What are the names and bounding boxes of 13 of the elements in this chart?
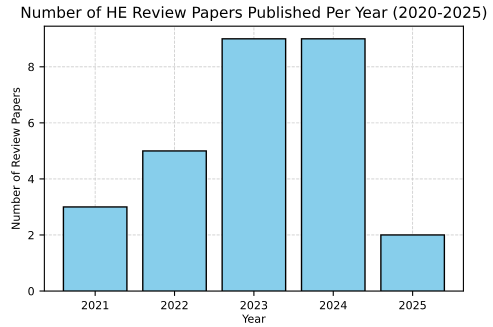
y-axis-title: Number of Review Papers [11,88,22,229]
y-tick-label: 8 [28,62,34,72]
x-tick-label: 2021 [82,300,108,310]
y-tick-label: 0 [28,287,34,296]
x-tick-label: 2025 [399,300,426,310]
x-tick-label: 2023 [240,300,268,310]
x-tick-label: 2022 [161,300,188,310]
y-tick-label: 2 [28,230,34,240]
y-tick-label: 4 [28,175,34,184]
x-tick-label: 2024 [320,300,347,310]
y-tick-label: 6 [28,118,34,128]
x-axis-title: Year [242,314,266,323]
chart-title: Number of HE Review Papers Published Per Year (2020-2025) [22,6,486,22]
